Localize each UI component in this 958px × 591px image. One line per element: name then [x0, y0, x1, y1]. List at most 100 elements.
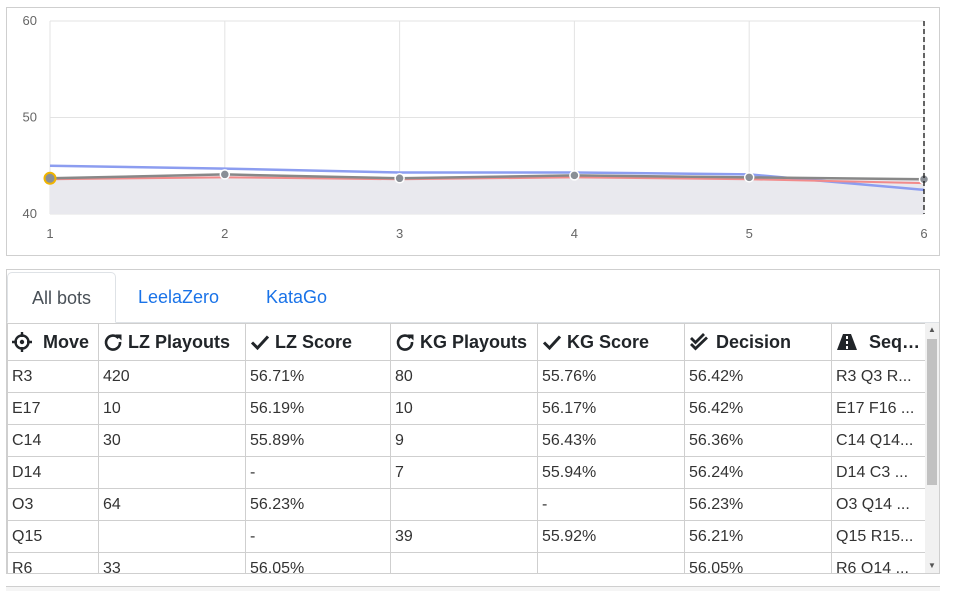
table-cell: 56.43% — [537, 424, 685, 457]
bots-panel: All bots LeelaZero KataGo Move LZ Playout… — [6, 269, 940, 574]
table-scrollbar[interactable]: ▲ ▼ — [925, 323, 939, 573]
check-icon — [250, 332, 270, 352]
table-cell: 56.05% — [245, 552, 391, 573]
x-tick-label: 3 — [396, 226, 403, 241]
table-cell: 30 — [98, 424, 246, 457]
bottom-panel-edge — [6, 586, 940, 591]
tab-all-bots[interactable]: All bots — [7, 272, 116, 323]
table-cell: Q15 — [7, 520, 99, 553]
table-cell: 56.21% — [684, 520, 832, 553]
table-cell: E17 — [7, 392, 99, 425]
table-row[interactable]: E17 10 56.19% 10 56.17% 56.42% E17 F16 ... — [7, 392, 925, 425]
table-row[interactable]: R3 420 56.71% 80 55.76% 56.42% R3 Q3 R... — [7, 360, 925, 393]
table-cell: 9 — [390, 424, 538, 457]
table-cell — [98, 456, 246, 489]
column-header-sequence[interactable]: Sequence — [831, 323, 925, 361]
table-cell: 56.24% — [684, 456, 832, 489]
table-cell: 420 — [98, 360, 246, 393]
decision-area — [50, 174, 924, 214]
table-cell: 56.19% — [245, 392, 391, 425]
table-cell: 64 — [98, 488, 246, 521]
bot-tabs: All bots LeelaZero KataGo — [7, 270, 939, 323]
scroll-up-arrow-icon[interactable]: ▲ — [928, 325, 936, 334]
table-cell: 7 — [390, 456, 538, 489]
table-cell: 56.71% — [245, 360, 391, 393]
table-cell: 56.23% — [684, 488, 832, 521]
table-cell: 39 — [390, 520, 538, 553]
table-cell: - — [537, 488, 685, 521]
table-cell: 56.23% — [245, 488, 391, 521]
table-cell: 56.05% — [684, 552, 832, 573]
series-line-2 — [49, 176, 925, 185]
x-tick-label: 5 — [746, 226, 753, 241]
table-cell: 56.42% — [684, 392, 832, 425]
data-point[interactable] — [569, 170, 580, 181]
x-tick-label: 2 — [221, 226, 228, 241]
table-cell: Q15 R15... — [831, 520, 925, 553]
table-cell — [98, 520, 246, 553]
column-header-decision[interactable]: Decision — [684, 323, 832, 361]
y-tick-label: 40 — [23, 206, 37, 221]
table-cell: 55.92% — [537, 520, 685, 553]
table-cell — [537, 552, 685, 573]
column-header-kg-score[interactable]: KG Score — [537, 323, 685, 361]
column-header-lz-playouts[interactable]: LZ Playouts — [98, 323, 246, 361]
table-cell — [390, 552, 538, 573]
selected-move-point[interactable] — [43, 171, 57, 185]
table-row[interactable]: R6 33 56.05% 56.05% R6 Q14 ... — [7, 552, 925, 573]
column-header-label: Move — [43, 331, 90, 352]
x-tick-label: 4 — [571, 226, 578, 241]
bots-table-wrap: Move LZ Playouts LZ Score KG Playouts KG Sco… — [7, 323, 925, 573]
column-header-label: KG Score — [567, 331, 650, 352]
table-cell: 10 — [390, 392, 538, 425]
table-cell: 10 — [98, 392, 246, 425]
table-body: R3 420 56.71% 80 55.76% 56.42% R3 Q3 R... E17 10… — [7, 360, 925, 573]
y-tick-label: 50 — [23, 110, 37, 125]
table-cell: 80 — [390, 360, 538, 393]
table-cell: C14 Q14... — [831, 424, 925, 457]
column-header-label: Sequence — [869, 331, 921, 352]
data-point[interactable] — [743, 172, 755, 183]
table-cell: O3 Q14 ... — [831, 488, 925, 521]
column-header-kg-playouts[interactable]: KG Playouts — [390, 323, 538, 361]
road-icon — [836, 332, 858, 352]
table-cell: D14 — [7, 456, 99, 489]
data-point[interactable] — [219, 169, 231, 180]
table-cell: 56.17% — [537, 392, 685, 425]
tab-katago[interactable]: KataGo — [266, 287, 328, 307]
y-tick-label: 60 — [23, 13, 37, 28]
table-cell — [390, 488, 538, 521]
table-cell: 55.94% — [537, 456, 685, 489]
table-cell: R6 Q14 ... — [831, 552, 925, 573]
table-row[interactable]: D14 -7 55.94% 56.24% D14 C3 ... — [7, 456, 925, 489]
table-cell: - — [245, 456, 391, 489]
column-header-label: LZ Playouts — [128, 331, 231, 352]
scroll-down-arrow-icon[interactable]: ▼ — [928, 561, 936, 570]
table-cell: 55.89% — [245, 424, 391, 457]
column-header-label: KG Playouts — [420, 331, 528, 352]
table-cell: C14 — [7, 424, 99, 457]
data-point[interactable] — [394, 173, 405, 184]
column-header-move[interactable]: Move — [7, 323, 99, 361]
table-cell: 56.42% — [684, 360, 832, 393]
table-row[interactable]: Q15 -39 55.92% 56.21% Q15 R15... — [7, 520, 925, 553]
table-cell: R3 — [7, 360, 99, 393]
table-cell: R3 Q3 R... — [831, 360, 925, 393]
winrate-chart[interactable]: 60 50 40 1 2 3 4 5 6 — [6, 7, 940, 256]
column-header-label: LZ Score — [275, 331, 353, 352]
double-check-icon — [689, 332, 711, 352]
table-cell: E17 F16 ... — [831, 392, 925, 425]
check-icon — [542, 332, 562, 352]
table-row[interactable]: C14 30 55.89% 9 56.43% 56.36% C14 Q14... — [7, 424, 925, 457]
redo-icon — [103, 332, 123, 352]
table-row[interactable]: O3 64 56.23% -56.23% O3 Q14 ... — [7, 488, 925, 521]
table-cell: D14 C3 ... — [831, 456, 925, 489]
scroll-thumb[interactable] — [927, 339, 937, 485]
table-cell: 55.76% — [537, 360, 685, 393]
column-header-lz-score[interactable]: LZ Score — [245, 323, 391, 361]
table-cell: - — [245, 520, 391, 553]
redo-icon — [395, 332, 415, 352]
winrate-chart-svg[interactable]: 60 50 40 1 2 3 4 5 6 — [7, 8, 939, 255]
crosshair-icon — [12, 332, 32, 352]
tab-leelazero[interactable]: LeelaZero — [138, 287, 220, 307]
